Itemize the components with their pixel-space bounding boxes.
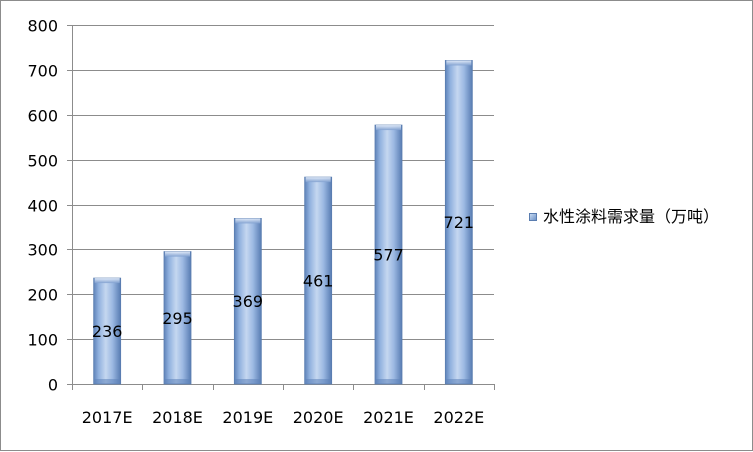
- legend: 水性涂料需求量（万吨）: [529, 206, 744, 228]
- bar-base: [376, 379, 401, 384]
- bar-cap: [446, 60, 472, 66]
- x-tick-label: 2021E: [363, 408, 414, 427]
- y-tick-label: 800: [27, 17, 58, 36]
- data-labels: 236 295 369 461 577 721: [92, 213, 474, 341]
- x-tick-label: 2022E: [433, 408, 484, 427]
- data-label: 236: [92, 322, 123, 341]
- gridlines: [72, 25, 494, 340]
- y-tick-label: 400: [27, 197, 58, 216]
- bar-cap: [165, 251, 190, 257]
- data-label: 369: [233, 292, 264, 311]
- bar-base: [235, 379, 261, 384]
- legend-label: 水性涂料需求量（万吨）: [543, 207, 720, 226]
- bar-base: [165, 379, 190, 384]
- bar-cap: [94, 278, 120, 284]
- data-label: 577: [373, 246, 404, 265]
- bar-base: [94, 379, 120, 384]
- data-label: 461: [303, 272, 334, 291]
- bar-2017E: [93, 277, 122, 385]
- bar-2018E: [163, 251, 192, 385]
- y-tick-label: 500: [27, 152, 58, 171]
- bar-2022E: [444, 60, 473, 385]
- legend-swatch: [529, 213, 537, 221]
- bar-cap: [235, 218, 261, 224]
- y-tick-label: 700: [27, 62, 58, 81]
- y-tick-label: 0: [48, 376, 58, 395]
- data-label: 295: [162, 309, 193, 328]
- bar-base: [446, 379, 472, 384]
- bar-2021E: [374, 124, 403, 385]
- bar-2020E: [304, 176, 333, 385]
- y-tick-label: 600: [27, 107, 58, 126]
- y-tick-label: 300: [27, 241, 58, 260]
- x-tick-label: 2017E: [82, 408, 133, 427]
- x-tick-label: 2020E: [293, 408, 344, 427]
- axes: 0 100 200 300 400 500 600 700 800 2017E 2018E 2019E…: [27, 17, 495, 427]
- bar-2019E: [233, 218, 262, 385]
- bar-cap: [305, 177, 331, 183]
- bar-base: [305, 379, 331, 384]
- y-tick-label: 100: [27, 331, 58, 350]
- bar-cap: [376, 125, 401, 131]
- x-tick-label: 2019E: [222, 408, 273, 427]
- y-tick-label: 200: [27, 286, 58, 305]
- x-tick-label: 2018E: [152, 408, 203, 427]
- bars: [93, 60, 473, 385]
- data-label: 721: [444, 213, 475, 232]
